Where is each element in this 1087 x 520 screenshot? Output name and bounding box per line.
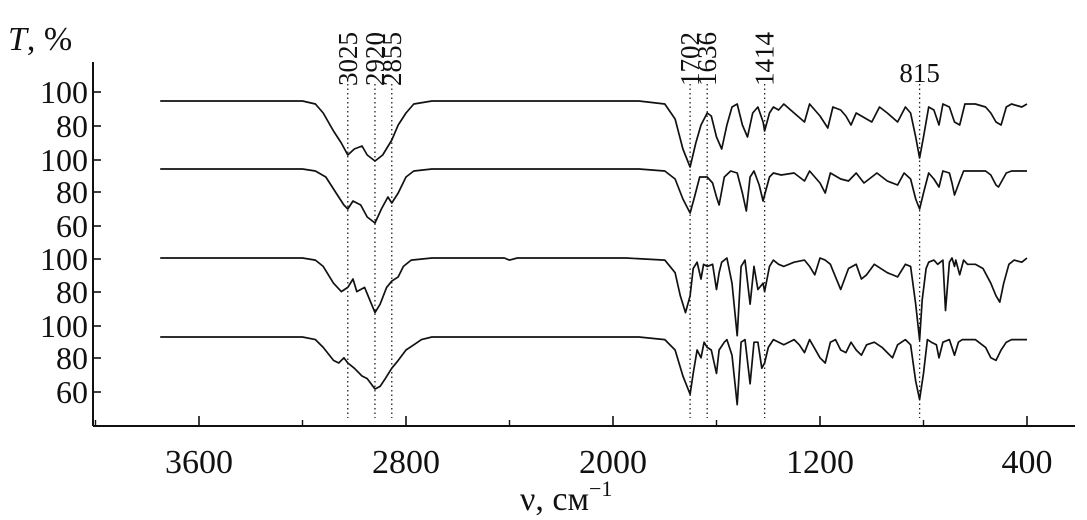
x-axis-label: ν, см−1 bbox=[520, 476, 612, 518]
y-tick-label: 60 bbox=[56, 374, 88, 410]
peak-marker-label: 1636 bbox=[692, 32, 722, 86]
spectrum-line-4 bbox=[160, 336, 1027, 406]
peak-marker-label: 1414 bbox=[750, 32, 780, 87]
y-tick-label: 80 bbox=[56, 108, 88, 144]
peak-marker-label: 2855 bbox=[377, 32, 407, 86]
y-tick-label: 100 bbox=[40, 308, 88, 344]
peak-marker-label: 1702 bbox=[675, 32, 705, 86]
x-tick-label: 1200 bbox=[786, 444, 854, 481]
x-tick-label: 3600 bbox=[165, 444, 233, 481]
spectrum-line-2 bbox=[160, 168, 1027, 224]
x-tick-label: 2000 bbox=[579, 444, 647, 481]
spectrum-line-1 bbox=[160, 100, 1028, 168]
series-layer bbox=[160, 100, 1028, 406]
y-axis-label-rest: , % bbox=[27, 21, 72, 58]
y-tick-label: 60 bbox=[56, 208, 88, 244]
axes bbox=[92, 62, 1075, 427]
spectrum-line-3 bbox=[160, 257, 1028, 341]
x-tick-label: 400 bbox=[1002, 444, 1053, 481]
peak-marker-label: 3025 bbox=[333, 32, 363, 86]
peak-marker-label: 815 bbox=[899, 58, 940, 88]
y-tick-label: 80 bbox=[56, 340, 88, 376]
x-tick-label: 2800 bbox=[372, 444, 440, 481]
y-axis-label: T, % bbox=[8, 21, 72, 58]
y-tick-label: 100 bbox=[40, 142, 88, 178]
y-axis-label-T: T bbox=[8, 21, 29, 58]
y-tick-label: 80 bbox=[56, 274, 88, 310]
y-tick-label: 100 bbox=[40, 241, 88, 277]
y-tick-label: 100 bbox=[40, 74, 88, 110]
y-tick-label: 80 bbox=[56, 174, 88, 210]
x-axis-label-sup: −1 bbox=[589, 476, 612, 501]
x-axis-label-main: ν, см bbox=[520, 481, 589, 518]
peak-marker-label: 2920 bbox=[360, 32, 390, 86]
